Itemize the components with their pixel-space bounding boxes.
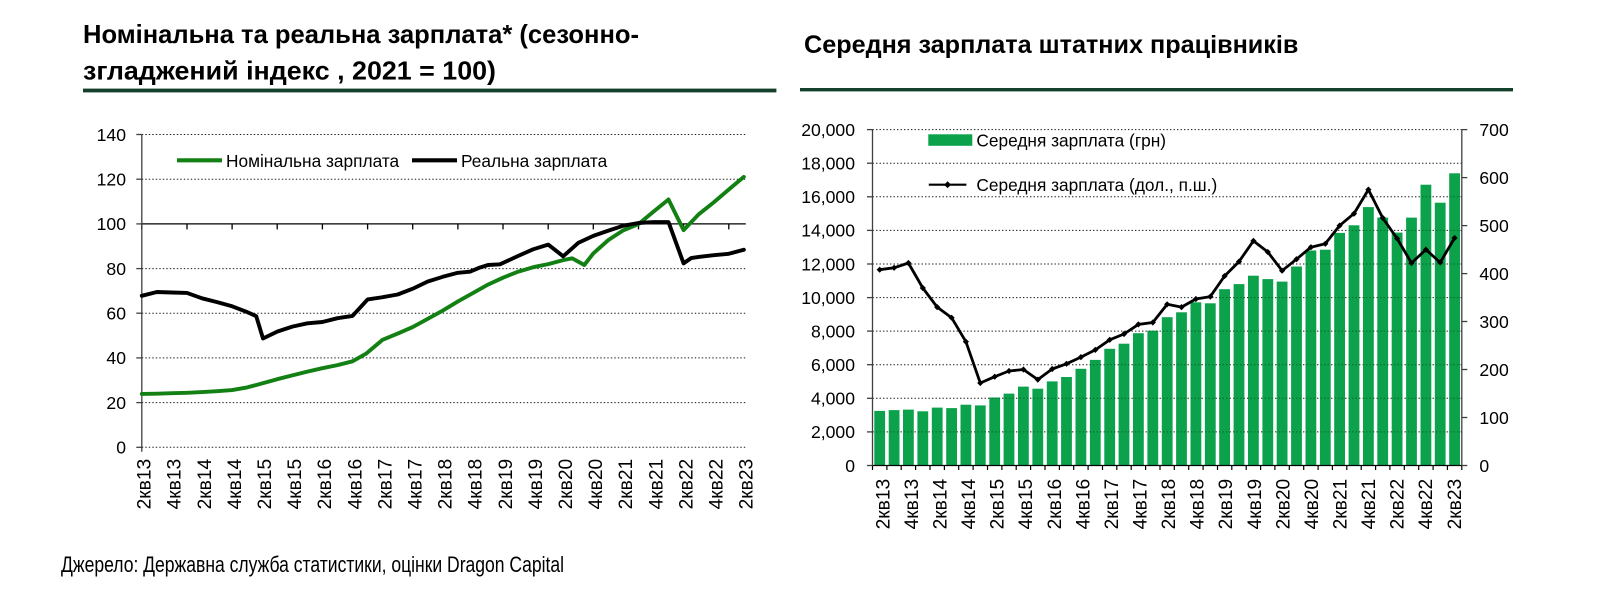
svg-text:2кв20: 2кв20: [556, 459, 577, 510]
svg-text:2кв13: 2кв13: [873, 479, 894, 530]
svg-text:2кв17: 2кв17: [375, 459, 396, 510]
svg-text:4кв15: 4кв15: [1016, 479, 1037, 530]
svg-text:4кв22: 4кв22: [707, 459, 728, 510]
svg-text:4кв18: 4кв18: [466, 459, 487, 510]
svg-text:4кв13: 4кв13: [902, 479, 923, 530]
svg-text:80: 80: [106, 259, 126, 279]
svg-text:4кв14: 4кв14: [225, 458, 246, 509]
svg-text:4кв19: 4кв19: [1245, 479, 1266, 530]
svg-text:140: 140: [97, 125, 127, 145]
svg-text:2кв16: 2кв16: [315, 459, 336, 510]
svg-text:120: 120: [97, 170, 127, 190]
svg-text:200: 200: [1479, 360, 1509, 380]
svg-text:600: 600: [1479, 168, 1509, 188]
svg-text:2кв23: 2кв23: [737, 459, 758, 510]
svg-text:Середня зарплата (грн): Середня зарплата (грн): [976, 130, 1166, 150]
svg-text:4кв22: 4кв22: [1416, 479, 1437, 530]
svg-text:400: 400: [1479, 264, 1509, 284]
svg-text:6,000: 6,000: [811, 355, 855, 375]
svg-text:8,000: 8,000: [811, 321, 855, 341]
svg-text:4кв20: 4кв20: [1302, 479, 1323, 530]
svg-text:Номінальна зарплата: Номінальна зарплата: [226, 151, 400, 171]
svg-text:4кв19: 4кв19: [526, 459, 547, 510]
svg-text:Середня зарплата штатних праці: Середня зарплата штатних працівників: [804, 31, 1298, 59]
svg-text:700: 700: [1479, 120, 1509, 140]
svg-text:4,000: 4,000: [811, 389, 855, 409]
svg-text:4кв14: 4кв14: [959, 478, 980, 529]
svg-text:2кв15: 2кв15: [988, 479, 1009, 530]
svg-text:2кв23: 2кв23: [1445, 479, 1466, 530]
svg-text:20,000: 20,000: [801, 120, 855, 140]
svg-text:4кв21: 4кв21: [646, 459, 667, 510]
svg-text:4кв21: 4кв21: [1359, 479, 1380, 530]
svg-text:Середня зарплата (дол., п.ш.): Середня зарплата (дол., п.ш.): [976, 175, 1217, 195]
svg-text:0: 0: [845, 456, 855, 476]
svg-text:2кв17: 2кв17: [1102, 479, 1123, 530]
svg-text:4кв13: 4кв13: [165, 459, 186, 510]
svg-text:100: 100: [97, 214, 127, 234]
svg-text:100: 100: [1479, 408, 1509, 428]
svg-text:4кв15: 4кв15: [285, 459, 306, 510]
svg-text:4кв18: 4кв18: [1188, 479, 1209, 530]
svg-text:2кв18: 2кв18: [436, 459, 457, 510]
svg-text:2кв19: 2кв19: [1216, 479, 1237, 530]
svg-text:4кв17: 4кв17: [406, 459, 427, 510]
svg-text:4кв16: 4кв16: [345, 459, 366, 510]
svg-text:2кв22: 2кв22: [676, 459, 697, 510]
svg-text:2,000: 2,000: [811, 422, 855, 442]
svg-text:2кв21: 2кв21: [1331, 479, 1352, 530]
svg-text:2кв20: 2кв20: [1273, 479, 1294, 530]
svg-text:20: 20: [106, 393, 126, 413]
svg-text:4кв17: 4кв17: [1131, 479, 1152, 530]
svg-text:300: 300: [1479, 312, 1509, 332]
svg-text:2кв22: 2кв22: [1388, 479, 1409, 530]
svg-text:40: 40: [106, 348, 126, 368]
svg-text:Реальна зарплата: Реальна зарплата: [461, 151, 608, 171]
svg-text:2кв21: 2кв21: [616, 459, 637, 510]
svg-text:16,000: 16,000: [801, 187, 855, 207]
svg-text:0: 0: [116, 438, 126, 458]
svg-text:2кв13: 2кв13: [135, 459, 156, 510]
svg-text:18,000: 18,000: [801, 154, 855, 174]
svg-text:12,000: 12,000: [801, 254, 855, 274]
svg-text:2кв16: 2кв16: [1045, 479, 1066, 530]
svg-text:2кв14: 2кв14: [930, 478, 951, 529]
svg-text:Номінальна та реальна зарплата: Номінальна та реальна зарплата* (сезонно…: [83, 21, 639, 49]
svg-text:згладжений індекс , 2021 = 100: згладжений індекс , 2021 = 100): [83, 57, 496, 85]
svg-text:4кв16: 4кв16: [1073, 479, 1094, 530]
svg-text:0: 0: [1479, 456, 1489, 476]
svg-text:4кв20: 4кв20: [586, 459, 607, 510]
svg-text:2кв15: 2кв15: [255, 459, 276, 510]
svg-text:60: 60: [106, 304, 126, 324]
svg-text:2кв18: 2кв18: [1159, 479, 1180, 530]
svg-text:10,000: 10,000: [801, 288, 855, 308]
svg-text:14,000: 14,000: [801, 221, 855, 241]
svg-text:2кв14: 2кв14: [195, 458, 216, 509]
svg-text:Джерело: Державна служба стати: Джерело: Державна служба статистики, оці…: [61, 552, 564, 577]
svg-text:2кв19: 2кв19: [496, 459, 517, 510]
svg-text:500: 500: [1479, 216, 1509, 236]
